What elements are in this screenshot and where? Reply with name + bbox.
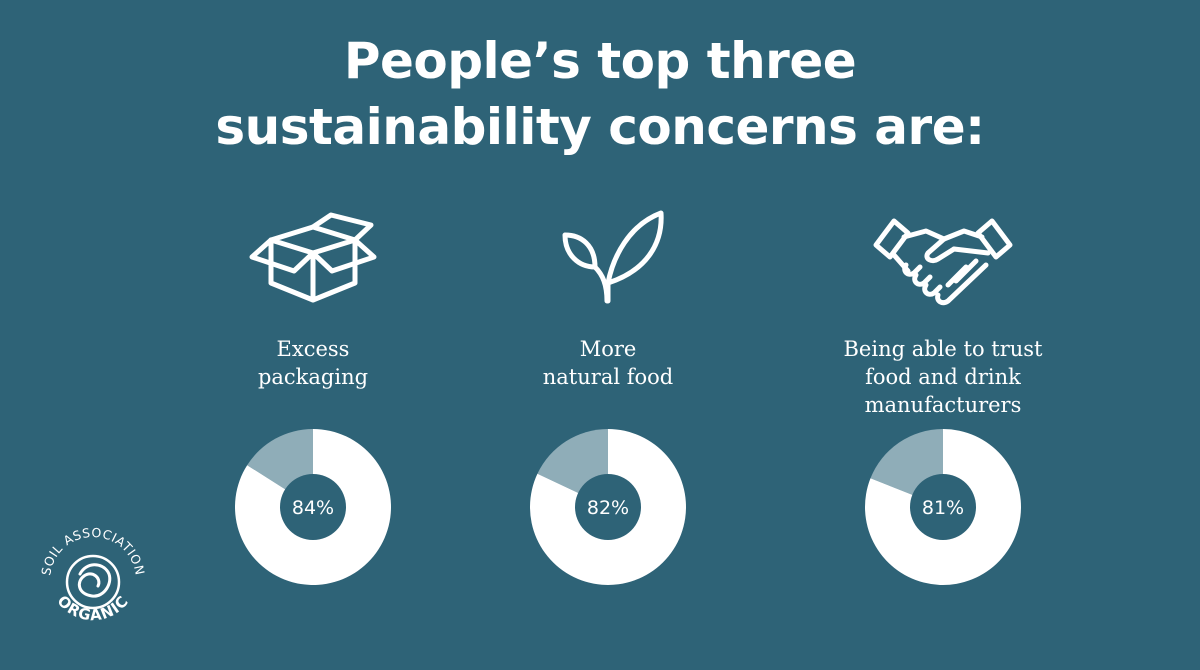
concern-label: More natural food — [542, 337, 674, 389]
handshake-icon — [873, 218, 1013, 306]
svg-text:SOIL ASSOCIATION: SOIL ASSOCIATION — [38, 525, 148, 577]
donut-chart-trust: 81% — [863, 427, 1023, 587]
logo-knot-icon — [77, 563, 112, 598]
concern-label: Being able to trust food and drink manuf… — [843, 337, 1043, 417]
percent-label: 82% — [587, 497, 629, 519]
box-icon — [249, 212, 377, 303]
percent-label: 81% — [922, 497, 964, 519]
percent-label: 84% — [292, 497, 334, 519]
leaf-icon — [562, 210, 664, 304]
logo-top-text: SOIL ASSOCIATION — [38, 525, 147, 577]
donut-chart-natural-food: 82% — [528, 427, 688, 587]
page-title: People’s top three sustainability concer… — [0, 28, 1200, 160]
donut-hole — [910, 474, 976, 540]
donut-hole — [280, 474, 346, 540]
concern-label: Excess packaging — [257, 337, 369, 389]
donut-chart-packaging: 84% — [233, 427, 393, 587]
soil-association-organic-logo: SOIL ASSOCIATION ORGANIC — [28, 512, 158, 642]
title-line-1: People’s top three — [343, 32, 857, 90]
title-line-2: sustainability concerns are: — [215, 98, 985, 156]
donut-hole — [575, 474, 641, 540]
